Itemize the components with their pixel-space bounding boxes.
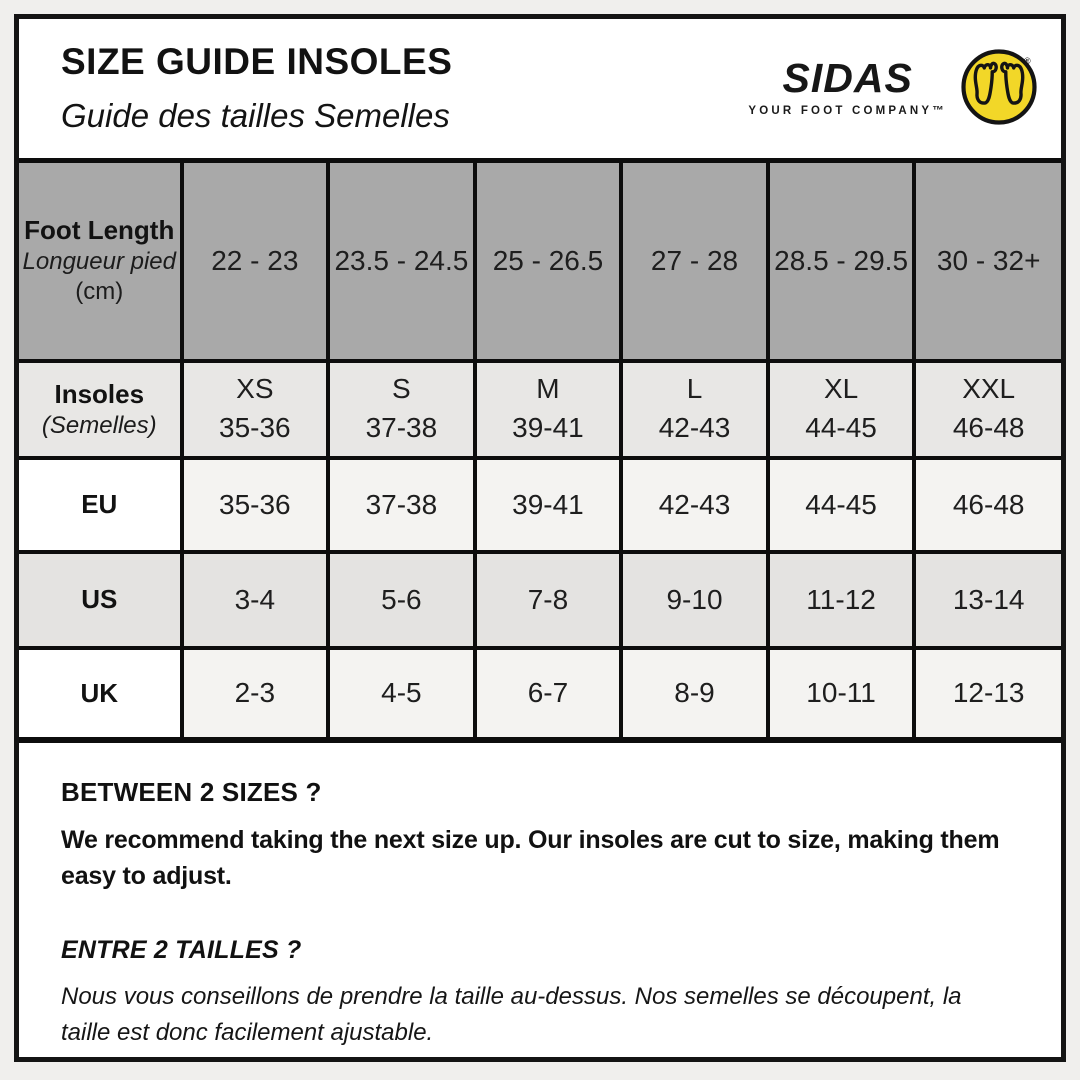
insole-range: 44-45	[805, 412, 877, 443]
eu-row-label: EU	[19, 455, 184, 554]
eu-size-cell: 39-41	[472, 455, 624, 554]
insole-size: M	[536, 373, 560, 405]
insole-size: XXL	[962, 373, 1016, 405]
insoles-label-en: Insoles	[54, 378, 145, 409]
header: SIZE GUIDE INSOLES Guide des tailles Sem…	[19, 19, 1061, 158]
table-row-eu: EU 35-36 37-38 39-41 42-43 44-45 46-48	[19, 455, 1061, 554]
foot-range-cell: 25 - 26.5	[472, 158, 624, 363]
insole-size-cell: XS 35-36	[179, 358, 331, 460]
insole-size: S	[392, 373, 411, 405]
page-subtitle: Guide des tailles Semelles	[61, 97, 450, 134]
title-block: SIZE GUIDE INSOLES Guide des tailles Sem…	[61, 41, 452, 135]
registered-icon: ®	[1024, 56, 1031, 66]
table-row-foot-length: Foot Length Longueur pied (cm) 22 - 23 2…	[19, 158, 1061, 363]
insole-size: XS	[236, 373, 274, 405]
brand-name: SIDAS	[782, 54, 913, 101]
table-row-insoles: Insoles (Semelles) XS 35-36 S 37-38 M 39…	[19, 358, 1061, 460]
us-size-cell: 13-14	[912, 549, 1061, 650]
feet-icon: ®	[959, 47, 1039, 127]
footer-notes: BETWEEN 2 SIZES ? We recommend taking th…	[19, 743, 1061, 1052]
us-size-cell: 3-4	[179, 549, 331, 650]
foot-length-label-en: Foot Length	[24, 215, 175, 246]
us-size-cell: 5-6	[326, 549, 477, 650]
uk-size-cell: 10-11	[765, 645, 917, 742]
eu-size-cell: 44-45	[765, 455, 917, 554]
uk-size-cell: 4-5	[326, 645, 477, 742]
insole-range: 42-43	[658, 412, 731, 443]
eu-size-cell: 35-36	[179, 455, 331, 554]
uk-label: UK	[80, 677, 119, 708]
insole-size: XL	[823, 373, 859, 405]
between-sizes-heading-en: BETWEEN 2 SIZES ?	[61, 776, 322, 807]
eu-label: EU	[81, 489, 118, 519]
foot-range-cell: 30 - 32+	[912, 158, 1061, 363]
foot-length-unit: (cm)	[75, 278, 124, 306]
foot-length-label-fr: Longueur pied	[22, 248, 176, 276]
eu-size-cell: 46-48	[912, 455, 1061, 554]
table-row-uk: UK 2-3 4-5 6-7 8-9 10-11 12-13	[19, 645, 1061, 742]
table-row-us: US 3-4 5-6 7-8 9-10 11-12 13-14	[19, 549, 1061, 650]
between-sizes-body-fr: Nous vous conseillons de prendre la tail…	[61, 983, 962, 1046]
insole-range: 35-36	[219, 412, 291, 443]
insoles-label-fr: (Semelles)	[41, 411, 157, 439]
insole-size: L	[686, 373, 703, 405]
us-size-cell: 11-12	[765, 549, 917, 650]
insole-size-cell: XXL 46-48	[912, 358, 1061, 460]
foot-range-cell: 22 - 23	[179, 158, 331, 363]
insole-range: 39-41	[512, 412, 584, 443]
foot-length-header: Foot Length Longueur pied (cm)	[19, 158, 184, 363]
insole-range: 37-38	[365, 412, 438, 443]
insole-range: 46-48	[952, 412, 1025, 443]
uk-size-cell: 8-9	[619, 645, 770, 742]
foot-range-cell: 27 - 28	[619, 158, 770, 363]
logo-wordmark: SIDAS YOUR FOOT COMPANY™	[748, 54, 947, 117]
size-table: Foot Length Longueur pied (cm) 22 - 23 2…	[19, 158, 1061, 743]
between-sizes-heading-fr: ENTRE 2 TAILLES ?	[61, 936, 302, 964]
size-guide-card: SIZE GUIDE INSOLES Guide des tailles Sem…	[14, 14, 1066, 1062]
uk-size-cell: 12-13	[912, 645, 1061, 742]
us-row-label: US	[19, 549, 184, 650]
insole-size-cell: M 39-41	[472, 358, 624, 460]
between-sizes-body-en: We recommend taking the next size up. Ou…	[61, 825, 1000, 890]
sidas-logo: SIDAS YOUR FOOT COMPANY™ ®	[748, 47, 1039, 127]
brand-tagline: YOUR FOOT COMPANY™	[748, 104, 947, 117]
us-label: US	[81, 584, 118, 614]
us-size-cell: 9-10	[619, 549, 770, 650]
uk-size-cell: 6-7	[472, 645, 624, 742]
insole-size-cell: XL 44-45	[765, 358, 917, 460]
eu-size-cell: 42-43	[619, 455, 770, 554]
foot-range-cell: 28.5 - 29.5	[765, 158, 917, 363]
insole-size-cell: S 37-38	[326, 358, 477, 460]
insoles-row-label: Insoles (Semelles)	[19, 358, 184, 460]
insole-size-cell: L 42-43	[619, 358, 770, 460]
foot-range-cell: 23.5 - 24.5	[326, 158, 477, 363]
uk-size-cell: 2-3	[179, 645, 331, 742]
page-title: SIZE GUIDE INSOLES	[61, 41, 453, 82]
uk-row-label: UK	[19, 645, 184, 742]
us-size-cell: 7-8	[472, 549, 624, 650]
eu-size-cell: 37-38	[326, 455, 477, 554]
